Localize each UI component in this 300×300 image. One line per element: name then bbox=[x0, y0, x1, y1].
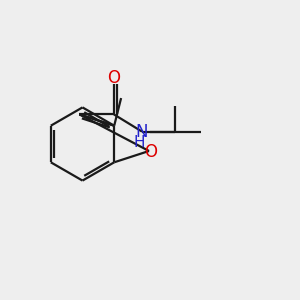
Text: O: O bbox=[144, 143, 157, 161]
Text: H: H bbox=[133, 135, 145, 150]
Text: O: O bbox=[107, 69, 120, 87]
Text: N: N bbox=[136, 123, 148, 141]
